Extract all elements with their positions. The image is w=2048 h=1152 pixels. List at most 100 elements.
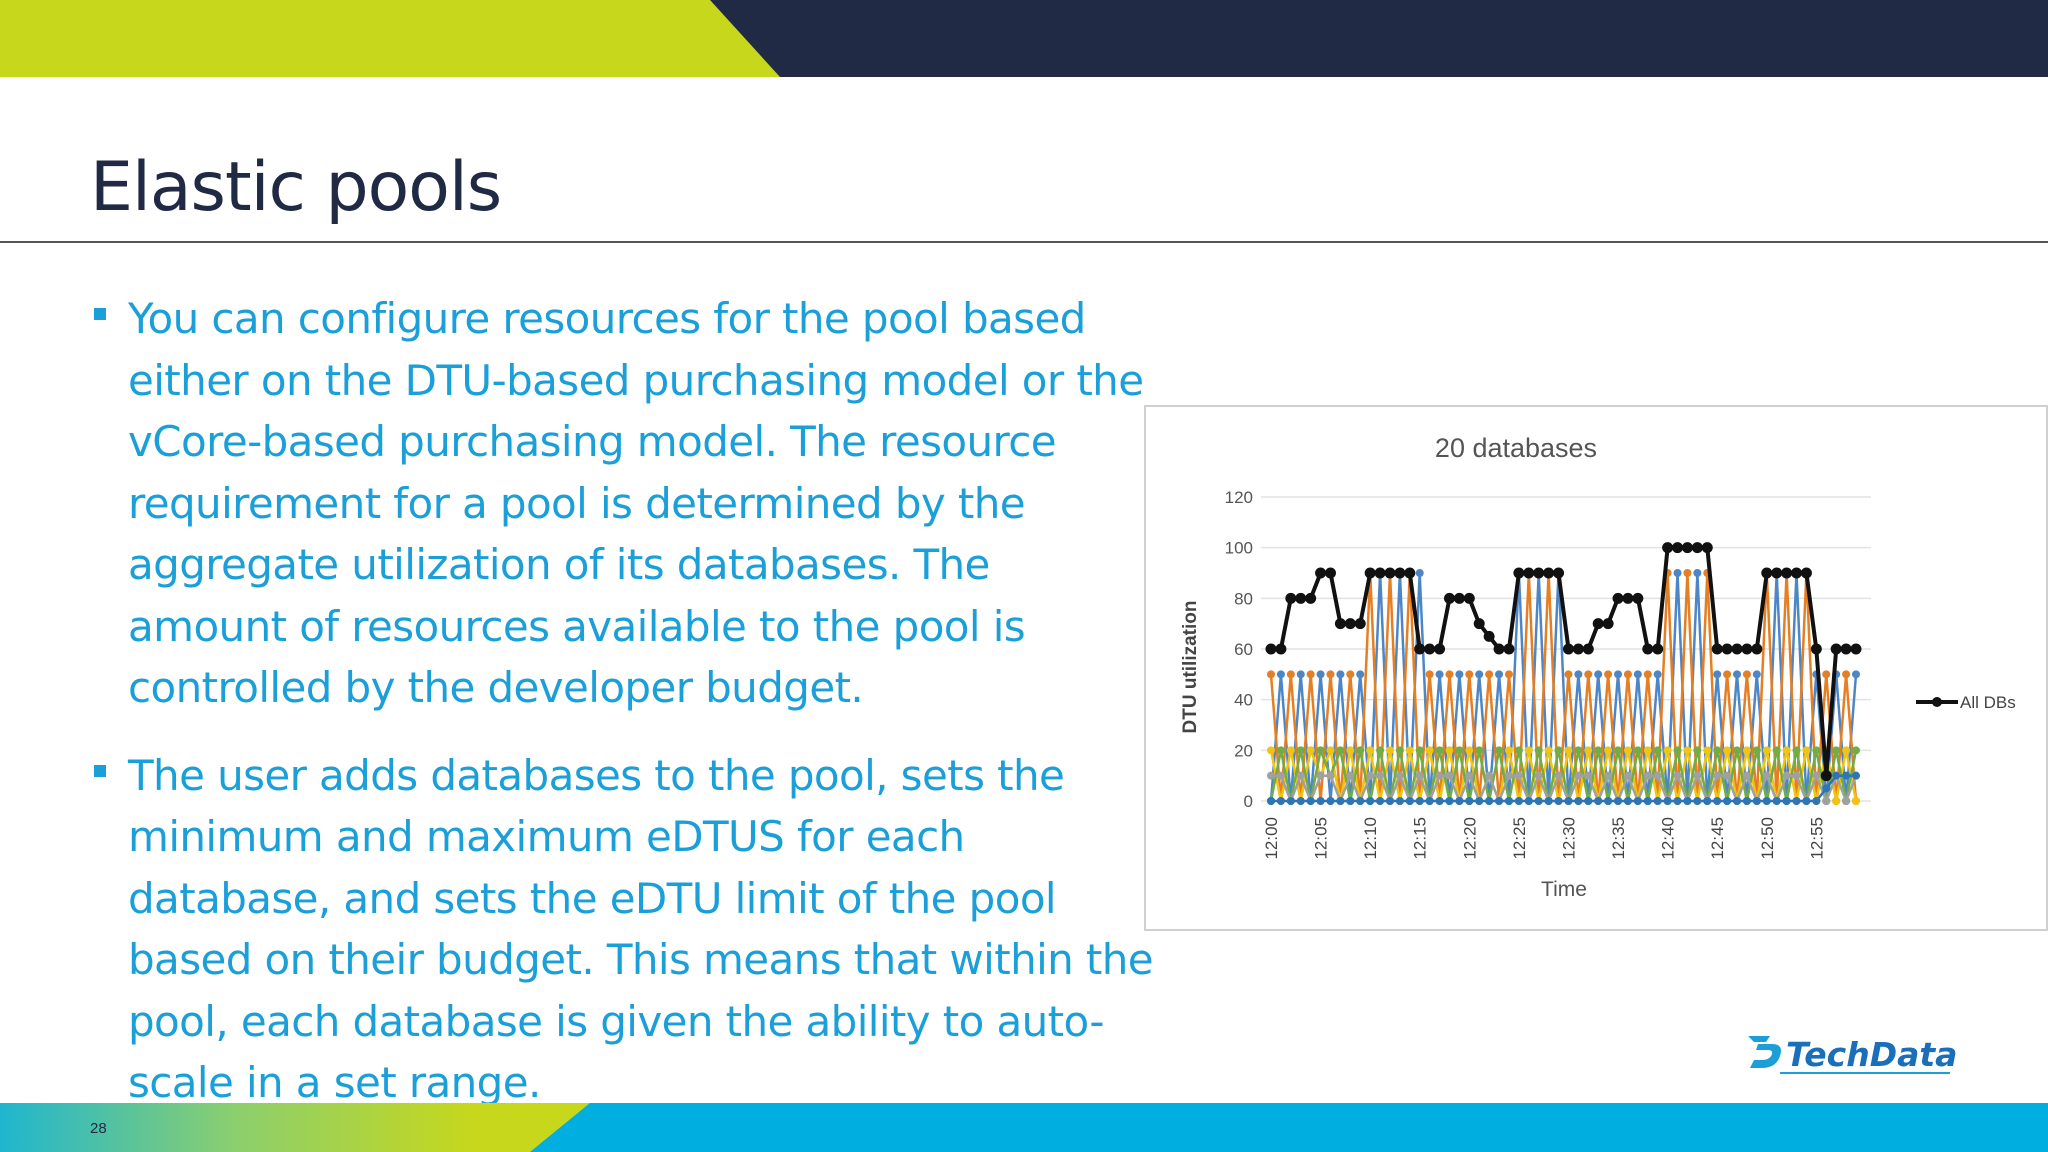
data-point	[1663, 746, 1672, 755]
x-tick-label: 12:10	[1361, 817, 1380, 860]
data-point	[1366, 746, 1375, 755]
data-point	[1733, 797, 1742, 805]
data-point	[1842, 797, 1851, 805]
slide-title: Elastic pools	[90, 148, 502, 227]
data-point	[1723, 746, 1732, 755]
all-dbs-point	[1632, 592, 1644, 604]
data-point	[1812, 746, 1821, 755]
data-point	[1534, 746, 1543, 755]
chart-title: 20 databases	[1435, 433, 1597, 463]
all-dbs-point	[1562, 643, 1574, 655]
data-point	[1435, 746, 1444, 755]
data-point	[1445, 670, 1454, 679]
x-tick-label: 12:25	[1510, 817, 1529, 860]
all-dbs-point	[1850, 643, 1862, 655]
data-point	[1296, 746, 1305, 755]
all-dbs-point	[1592, 618, 1604, 630]
data-point	[1832, 771, 1841, 780]
data-point	[1643, 670, 1652, 679]
data-point	[1812, 797, 1821, 805]
all-dbs-point	[1295, 592, 1307, 604]
all-dbs-point	[1672, 542, 1684, 554]
data-point	[1832, 797, 1841, 805]
all-dbs-point	[1453, 592, 1465, 604]
y-axis-label: DTU utilization	[1180, 601, 1201, 734]
data-point	[1485, 771, 1494, 780]
data-point	[1564, 670, 1573, 679]
all-dbs-point	[1652, 643, 1664, 655]
data-point	[1852, 670, 1860, 679]
data-point	[1742, 746, 1751, 755]
data-point	[1604, 670, 1613, 679]
data-point	[1574, 746, 1583, 755]
all-dbs-point	[1582, 643, 1594, 655]
all-dbs-point	[1364, 567, 1376, 579]
data-point	[1822, 784, 1831, 793]
bullet-list: You can configure resources for the pool…	[92, 288, 1192, 1140]
data-point	[1504, 797, 1513, 805]
data-point	[1564, 746, 1573, 755]
all-dbs-point	[1483, 630, 1495, 642]
data-point	[1683, 569, 1692, 577]
all-dbs-point	[1711, 643, 1723, 655]
x-tick-label: 12:35	[1609, 817, 1628, 860]
data-point	[1524, 797, 1533, 805]
data-point	[1713, 797, 1722, 805]
all-dbs-point	[1701, 542, 1713, 554]
data-point	[1395, 771, 1404, 780]
legend-marker	[1932, 697, 1942, 707]
data-point	[1693, 797, 1702, 805]
all-dbs-point	[1791, 567, 1803, 579]
data-point	[1316, 797, 1325, 805]
data-point	[1623, 771, 1632, 780]
data-point	[1733, 670, 1742, 679]
data-point	[1465, 797, 1474, 805]
all-dbs-point	[1612, 592, 1624, 604]
data-point	[1465, 771, 1474, 780]
data-point	[1673, 771, 1682, 780]
bullet-text: You can configure resources for the pool…	[128, 294, 1144, 712]
data-point	[1475, 746, 1484, 755]
data-point	[1683, 746, 1692, 755]
all-dbs-point	[1523, 567, 1535, 579]
all-dbs-point	[1285, 592, 1297, 604]
data-point	[1633, 670, 1642, 679]
data-point	[1366, 797, 1375, 805]
data-point	[1326, 797, 1335, 805]
all-dbs-point	[1721, 643, 1733, 655]
data-point	[1584, 797, 1593, 805]
all-dbs-point	[1840, 643, 1852, 655]
data-point	[1376, 771, 1385, 780]
data-point	[1286, 797, 1295, 805]
data-point	[1495, 797, 1504, 805]
series-line	[1269, 745, 1858, 802]
data-point	[1267, 771, 1275, 780]
data-point	[1742, 771, 1751, 780]
all-dbs-point	[1443, 592, 1455, 604]
data-point	[1594, 746, 1603, 755]
data-point	[1623, 797, 1632, 805]
data-point	[1514, 797, 1523, 805]
data-point	[1802, 746, 1811, 755]
data-point	[1445, 771, 1454, 780]
all-dbs-point	[1771, 567, 1783, 579]
data-point	[1723, 771, 1732, 780]
data-point	[1465, 670, 1474, 679]
all-dbs-point	[1315, 567, 1327, 579]
data-point	[1782, 797, 1791, 805]
data-point	[1435, 670, 1444, 679]
data-point	[1316, 746, 1325, 755]
y-tick-label: 40	[1234, 691, 1253, 710]
data-point	[1762, 771, 1771, 780]
data-point	[1633, 797, 1642, 805]
data-point	[1584, 746, 1593, 755]
data-point	[1326, 771, 1335, 780]
data-point	[1683, 797, 1692, 805]
all-dbs-point	[1265, 643, 1277, 655]
data-point	[1267, 797, 1275, 805]
data-point	[1643, 746, 1652, 755]
all-dbs-point	[1324, 567, 1336, 579]
x-tick-label: 12:40	[1659, 817, 1678, 860]
data-point	[1445, 746, 1454, 755]
logo-text: TechData	[1786, 1035, 1957, 1074]
